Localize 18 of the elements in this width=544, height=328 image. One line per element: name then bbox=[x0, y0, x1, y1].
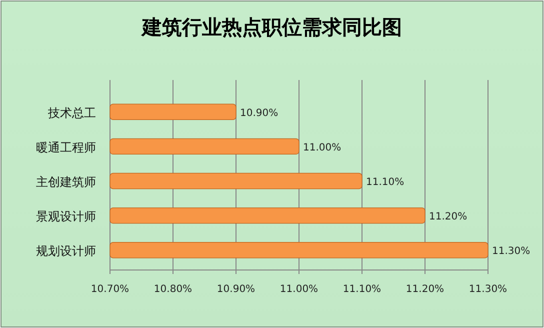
data-label: 11.10% bbox=[366, 177, 404, 188]
x-tick-label: 11.00% bbox=[280, 284, 318, 295]
x-tick-label: 10.80% bbox=[154, 284, 192, 295]
x-tick-label: 11.30% bbox=[468, 284, 508, 295]
x-tick-label: 11.20% bbox=[406, 284, 444, 295]
x-tick-label: 11.10% bbox=[342, 284, 382, 295]
data-label: 11.30% bbox=[492, 246, 530, 258]
y-tick-label: 景观设计师 bbox=[36, 210, 96, 224]
data-label: 11.00% bbox=[303, 142, 342, 154]
chart-title: 建筑行业热点职位需求同比图 bbox=[140, 15, 402, 39]
x-tick-label: 10.70% bbox=[90, 284, 130, 295]
data-label: 10.90% bbox=[240, 108, 278, 119]
y-tick-label: 规划设计师 bbox=[36, 244, 96, 258]
data-label: 11.20% bbox=[429, 212, 468, 223]
y-tick-label: 主创建筑师 bbox=[36, 175, 96, 189]
y-tick-label: 技术总工 bbox=[47, 106, 96, 120]
x-tick-label: 10.90% bbox=[216, 284, 256, 295]
y-tick-label: 暖通工程师 bbox=[36, 140, 96, 154]
